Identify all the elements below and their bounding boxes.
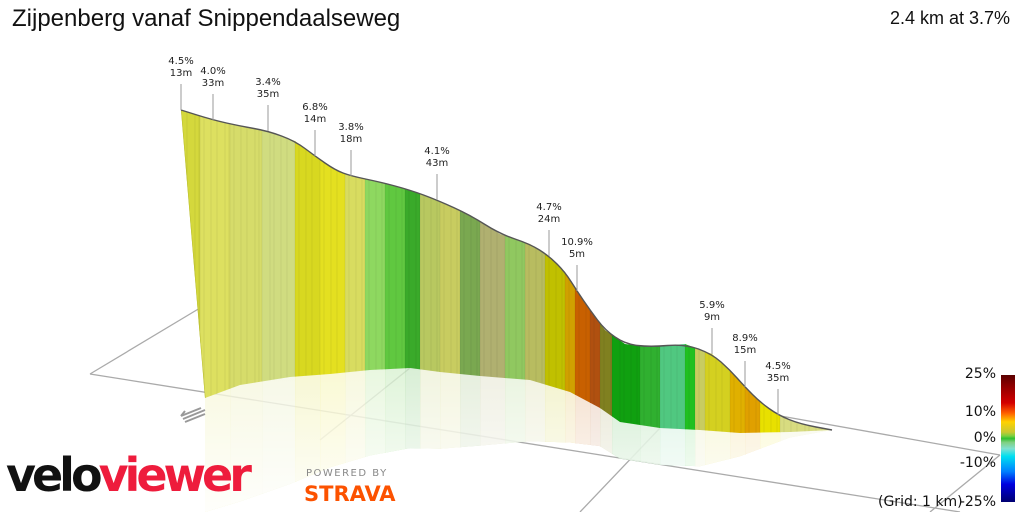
- legend-label-max: 25%: [964, 366, 996, 382]
- svg-text:6.8%: 6.8%: [302, 102, 327, 113]
- svg-text:13m: 13m: [170, 68, 192, 79]
- strava-logo[interactable]: STRAVA: [304, 482, 396, 506]
- svg-text:3.8%: 3.8%: [338, 122, 363, 133]
- svg-text:4.1%: 4.1%: [424, 146, 449, 157]
- svg-text:14m: 14m: [304, 114, 326, 125]
- legend-label-10: 10%: [964, 404, 996, 420]
- svg-text:5m: 5m: [569, 249, 585, 260]
- svg-text:9m: 9m: [704, 312, 720, 323]
- svg-text:10.9%: 10.9%: [561, 237, 593, 248]
- svg-text:4.5%: 4.5%: [765, 361, 790, 372]
- svg-text:5.9%: 5.9%: [699, 300, 724, 311]
- svg-text:43m: 43m: [426, 158, 448, 169]
- powered-by-label: POWERED BY: [306, 468, 388, 479]
- north-arrow-icon: [180, 407, 206, 423]
- logo-velo: velo: [6, 448, 103, 502]
- svg-text:24m: 24m: [538, 214, 560, 225]
- svg-text:4.0%: 4.0%: [200, 66, 225, 77]
- svg-text:4.7%: 4.7%: [536, 202, 561, 213]
- svg-text:33m: 33m: [202, 78, 224, 89]
- svg-text:18m: 18m: [340, 134, 362, 145]
- climb-title: Zijpenberg vanaf Snippendaalseweg: [12, 5, 401, 32]
- profile-outline: [180, 109, 833, 431]
- legend-label-min: -25%: [959, 494, 996, 510]
- climb-summary: 2.4 km at 3.7%: [889, 8, 1010, 28]
- svg-text:35m: 35m: [767, 373, 789, 384]
- grid-note: (Grid: 1 km): [878, 494, 963, 510]
- svg-text:3.4%: 3.4%: [255, 77, 280, 88]
- svg-text:8.9%: 8.9%: [732, 333, 757, 344]
- svg-text:4.5%: 4.5%: [168, 56, 193, 67]
- svg-text:35m: 35m: [257, 89, 279, 100]
- svg-text:15m: 15m: [734, 345, 756, 356]
- logo-viewer: viewer: [98, 448, 252, 502]
- legend-label-0: 0%: [973, 430, 996, 446]
- gradient-color-scale: [1001, 375, 1015, 502]
- veloviewer-logo[interactable]: veloviewer: [6, 452, 252, 498]
- segment-annotations: 4.5%13m 4.0%33m 3.4%35m6.8%14m3.8%18m4.1%4…: [168, 56, 791, 415]
- legend-label-neg10: -10%: [959, 455, 996, 471]
